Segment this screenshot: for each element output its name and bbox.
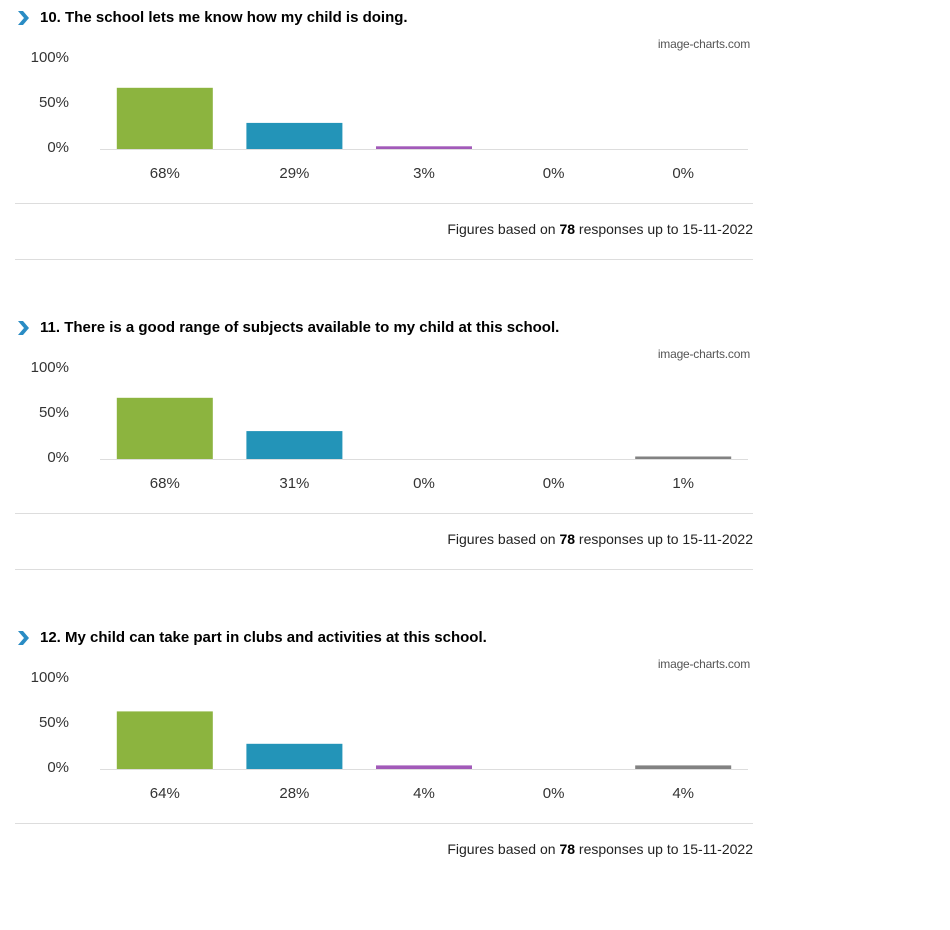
bar-chart: 100% 50% 0% 68% 29% 3% 0% 0% image-charts.com (15, 30, 760, 190)
bar-value-label: 0% (413, 475, 435, 492)
chart-svg: 100% 50% 0% 68% 31% 0% 0% 1% (31, 359, 748, 492)
chart-svg: 100% 50% 0% 64% 28% 4% 0% 4% (31, 669, 748, 802)
y-tick-label: 0% (47, 759, 69, 776)
bar-value-label: 0% (543, 785, 565, 802)
question-block: 10. The school lets me know how my child… (0, 0, 950, 310)
response-count: 78 (559, 221, 576, 237)
chevron-right-icon (18, 321, 29, 335)
bar-value-label: 29% (279, 165, 309, 182)
response-count: 78 (559, 531, 576, 547)
chevron-right-icon (18, 631, 29, 645)
footnote-suffix: responses up to 15-11-2022 (578, 221, 753, 237)
bar-value-label: 4% (672, 785, 694, 802)
y-tick-label: 100% (31, 359, 69, 376)
y-tick-label: 100% (31, 669, 69, 686)
chart-svg: 100% 50% 0% 68% 29% 3% 0% 0% (31, 49, 748, 182)
footnote-suffix: responses up to 15-11-2022 (578, 531, 753, 547)
bar-chart: 100% 50% 0% 68% 31% 0% 0% 1% image-charts.com (15, 340, 760, 500)
responses-footnote: Figures based on 78 responses up to 15-1… (447, 841, 753, 857)
responses-footnote: Figures based on 78 responses up to 15-1… (447, 531, 753, 547)
bar-value-label: 0% (543, 475, 565, 492)
divider (15, 259, 753, 260)
y-tick-label: 0% (47, 139, 69, 156)
y-tick-label: 50% (39, 94, 69, 111)
divider (15, 823, 753, 824)
bar (246, 431, 343, 459)
question-block: 11. There is a good range of subjects av… (0, 310, 950, 620)
footnote-prefix: Figures based on (447, 531, 556, 547)
divider (15, 569, 753, 570)
responses-footnote: Figures based on 78 responses up to 15-1… (447, 221, 753, 237)
chart-watermark: image-charts.com (657, 347, 750, 361)
bar-value-label: 0% (543, 165, 565, 182)
bar-chart: 100% 50% 0% 64% 28% 4% 0% 4% image-charts.com (15, 650, 760, 810)
response-count: 78 (559, 841, 576, 857)
bar-value-label: 1% (672, 475, 694, 492)
question-title: 12. My child can take part in clubs and … (40, 629, 487, 646)
bar (246, 743, 343, 769)
bar (635, 765, 732, 769)
bar (635, 456, 732, 459)
bar (246, 122, 343, 149)
question-title: 11. There is a good range of subjects av… (40, 319, 560, 336)
chart-watermark: image-charts.com (657, 657, 750, 671)
chart-watermark: image-charts.com (657, 37, 750, 51)
question-title: 10. The school lets me know how my child… (40, 9, 408, 26)
footnote-prefix: Figures based on (447, 221, 556, 237)
y-tick-label: 50% (39, 404, 69, 421)
bar-value-label: 68% (150, 475, 180, 492)
bar-value-label: 64% (150, 785, 180, 802)
bar-value-label: 68% (150, 165, 180, 182)
chevron-right-icon (18, 11, 29, 25)
bar-value-label: 28% (279, 785, 309, 802)
bar (116, 397, 213, 459)
y-tick-label: 100% (31, 49, 69, 66)
divider (15, 203, 753, 204)
bar (116, 711, 213, 769)
footnote-prefix: Figures based on (447, 841, 556, 857)
bar-value-label: 31% (279, 475, 309, 492)
y-tick-label: 0% (47, 449, 69, 466)
bar (116, 87, 213, 149)
bar (376, 146, 472, 149)
bar-value-label: 4% (413, 785, 435, 802)
bar-value-label: 3% (413, 165, 435, 182)
bar (376, 765, 472, 769)
question-block: 12. My child can take part in clubs and … (0, 620, 950, 930)
divider (15, 513, 753, 514)
footnote-suffix: responses up to 15-11-2022 (578, 841, 753, 857)
y-tick-label: 50% (39, 714, 69, 731)
bar-value-label: 0% (672, 165, 694, 182)
